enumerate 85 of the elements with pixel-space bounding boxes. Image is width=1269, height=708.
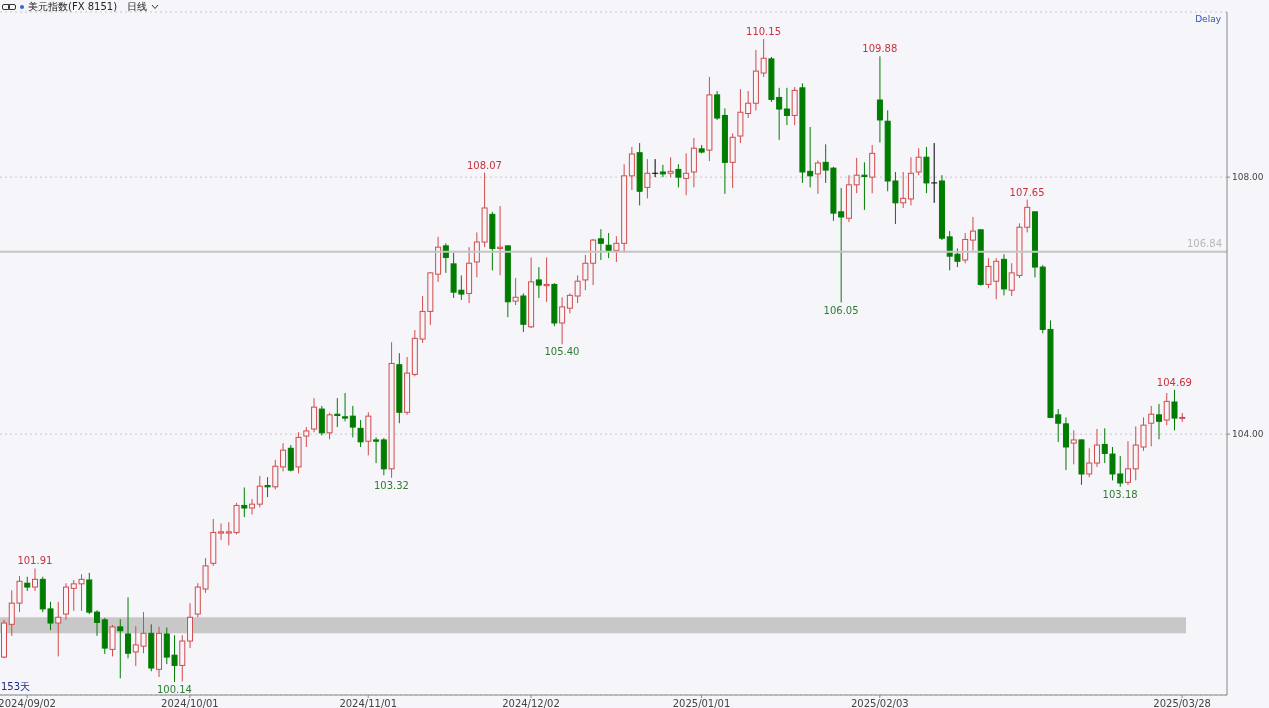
annotation: 105.40 xyxy=(544,346,580,358)
candlestick xyxy=(109,624,116,657)
candlestick xyxy=(497,205,504,276)
candlestick xyxy=(1163,392,1170,426)
candlestick xyxy=(683,152,690,196)
candlestick xyxy=(535,266,542,299)
x-tick-label: 2025/02/03 xyxy=(850,698,909,708)
candlestick xyxy=(326,412,333,440)
text: Delay xyxy=(1195,14,1221,24)
candlestick xyxy=(1062,416,1069,471)
candlestick xyxy=(659,164,666,178)
annotation: 100.14 xyxy=(156,684,192,696)
candlestick xyxy=(1171,389,1178,431)
annotation: 106.05 xyxy=(823,304,859,316)
candlestick xyxy=(628,146,635,191)
candlestick xyxy=(876,55,883,143)
candlestick xyxy=(853,157,860,194)
chart-title: 美元指数(FX 8151) xyxy=(28,0,118,14)
y-tick-label: 108.00 xyxy=(1232,172,1264,183)
candlestick xyxy=(861,161,868,211)
candlestick xyxy=(32,567,39,592)
candlestick xyxy=(1086,447,1093,478)
annotation: 108.07 xyxy=(466,159,502,171)
annotation: 109.88 xyxy=(862,43,898,55)
annotation: 104.69 xyxy=(1156,376,1192,388)
candlestick xyxy=(55,601,62,657)
candlestick xyxy=(1070,429,1077,465)
candlestick xyxy=(187,602,194,649)
candlestick xyxy=(644,158,651,199)
candlestick xyxy=(667,156,674,178)
x-tick-label: 2024/10/01 xyxy=(161,698,219,708)
chart-subtitle: 日线 xyxy=(127,0,148,14)
candlestick xyxy=(287,444,294,472)
candlestick xyxy=(559,296,566,345)
candlestick xyxy=(249,498,256,515)
ref-line-label: 106.84 xyxy=(1187,237,1222,249)
x-tick-label: 2024/11/01 xyxy=(339,698,398,708)
candlestick xyxy=(605,232,612,259)
candlestick xyxy=(814,159,821,195)
candlestick xyxy=(760,38,767,78)
candlestick xyxy=(357,419,364,448)
candlestick xyxy=(930,142,938,204)
x-tick-label: 2024/12/02 xyxy=(502,698,560,708)
candlestick xyxy=(512,277,519,306)
annotation: 110.15 xyxy=(746,25,782,37)
candlestick xyxy=(256,475,263,508)
candlestick xyxy=(651,158,659,178)
candlestick xyxy=(342,392,349,422)
candlestick xyxy=(125,596,132,659)
candlestick xyxy=(900,171,907,209)
candlestick xyxy=(264,476,271,498)
annotation: 103.18 xyxy=(1102,488,1138,500)
annotation: 107.65 xyxy=(1009,186,1045,198)
candlestick xyxy=(1093,428,1100,468)
candlestick xyxy=(349,405,356,438)
candlestick xyxy=(117,618,124,679)
x-tick-label: 2025/03/28 xyxy=(1153,698,1211,708)
annotation: 153天 xyxy=(1,680,31,694)
annotation: 101.91 xyxy=(17,555,53,567)
candlestick xyxy=(597,228,604,261)
candlestick xyxy=(318,405,325,436)
y-tick-label: 104.00 xyxy=(1232,429,1264,440)
candlestick xyxy=(311,397,318,433)
candlestick xyxy=(241,486,248,518)
candlestick xyxy=(373,436,380,464)
candlestick xyxy=(675,163,682,188)
candlestick xyxy=(303,426,310,448)
annotation: 103.32 xyxy=(373,479,409,491)
candlestick xyxy=(783,87,790,126)
candlestick xyxy=(543,256,550,303)
candlestick xyxy=(962,232,969,264)
candlestick xyxy=(690,137,697,188)
candlestick xyxy=(334,397,341,428)
candlestick xyxy=(1155,403,1162,440)
candlestick xyxy=(869,144,876,194)
candlestick xyxy=(94,609,101,637)
x-tick-label: 2025/01/01 xyxy=(672,698,731,708)
candlestick xyxy=(1148,405,1155,447)
candlestick xyxy=(1124,440,1131,486)
candlestick xyxy=(280,442,287,472)
candlestick xyxy=(218,522,225,541)
candlestick xyxy=(969,216,976,251)
candlestick xyxy=(272,459,279,490)
candlestick xyxy=(915,147,922,176)
candlestick xyxy=(714,90,721,121)
